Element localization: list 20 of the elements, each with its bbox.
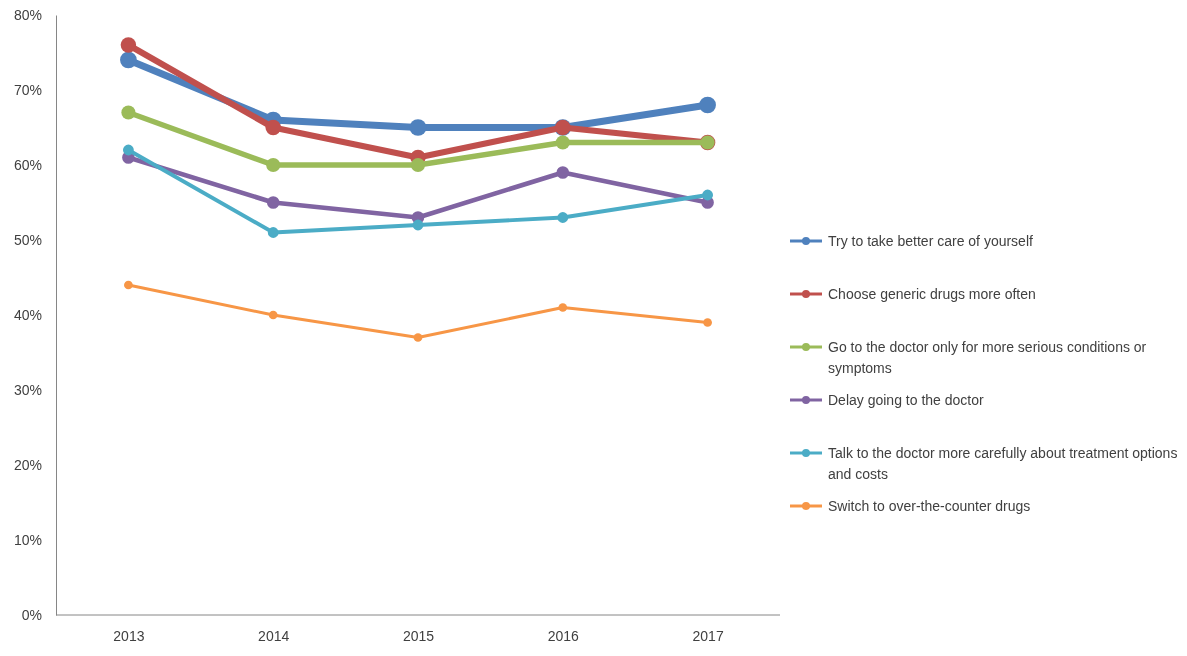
y-tick-label: 30%	[13, 381, 42, 398]
x-tick-label: 2017	[692, 627, 724, 644]
y-tick-label: 80%	[13, 6, 42, 23]
legend-label: Delay going to the doctor	[828, 392, 984, 408]
x-tick-label: 2013	[113, 627, 145, 644]
legend-label: Choose generic drugs more often	[828, 286, 1036, 302]
y-tick-label: 50%	[13, 231, 42, 248]
y-tick-label: 20%	[13, 456, 42, 473]
x-tick-label: 2014	[258, 627, 290, 644]
legend-label: Switch to over-the-counter drugs	[828, 498, 1031, 514]
y-tick-label: 40%	[13, 306, 42, 323]
x-tick-label: 2016	[547, 627, 580, 644]
legend-label: Try to take better care of yourself	[828, 233, 1034, 249]
y-tick-label: 60%	[13, 156, 42, 173]
legend-label: Go to the doctor only for more serious conditions or symptoms	[828, 339, 1147, 376]
legend-label: Talk to the doctor more carefully about treatment options and costs	[828, 445, 1178, 482]
y-tick-label: 0%	[21, 606, 42, 623]
y-tick-label: 70%	[13, 81, 42, 98]
y-tick-label: 10%	[13, 531, 42, 548]
x-tick-label: 2015	[402, 627, 435, 644]
